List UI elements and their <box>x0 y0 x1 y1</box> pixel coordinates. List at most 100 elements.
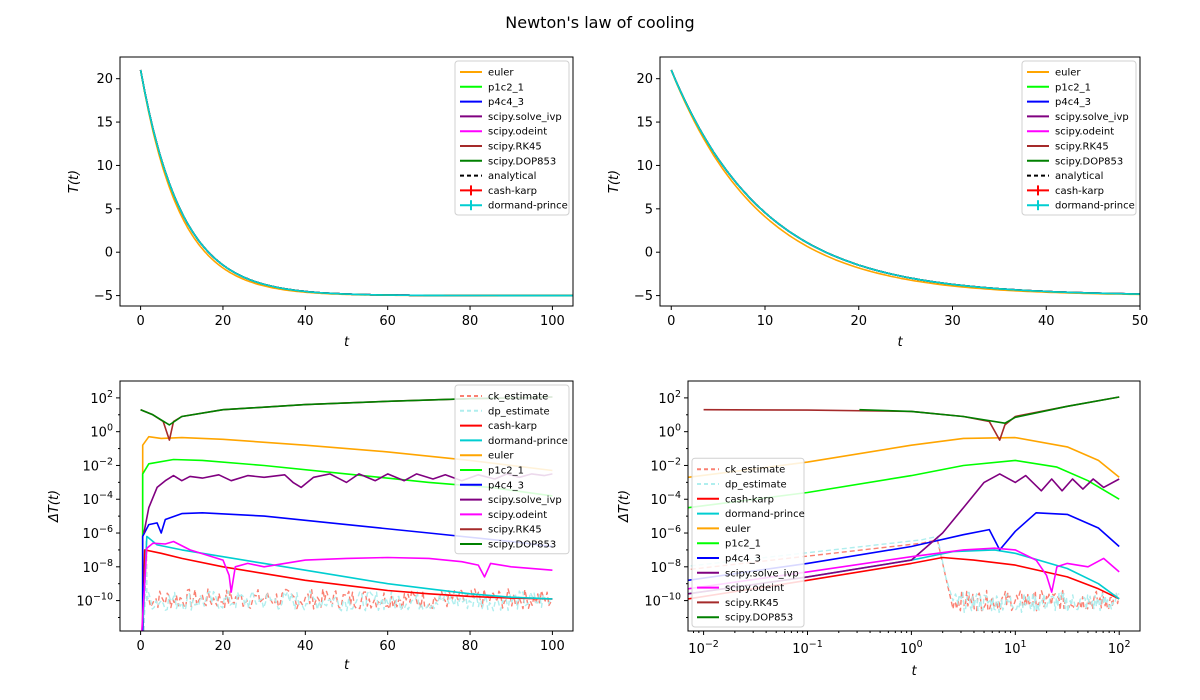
series-euler <box>141 435 553 631</box>
legend-label-euler: euler <box>488 451 514 462</box>
legend-label-dp-estimate: dp_estimate <box>488 406 550 417</box>
x-axis-label: t <box>897 335 903 350</box>
x-axis-label: t <box>911 664 917 679</box>
legend: ck_estimate dp_estimate cash-karp dormand-p… <box>454 384 570 555</box>
series-scipy-dop853 <box>140 396 553 426</box>
figure-title: Newton's law of cooling <box>505 13 694 32</box>
plot-area <box>139 69 573 297</box>
legend-label-cash-karp: cash-karp <box>1055 186 1104 197</box>
legend-label-p1c2-1: p1c2_1 <box>725 539 761 550</box>
y-tick-label: 15 <box>96 116 113 131</box>
y-tick-label: 10 <box>636 159 653 174</box>
series-dp-estimate <box>688 535 1120 614</box>
y-tick-label: 20 <box>636 72 653 87</box>
x-tick-label: 50 <box>1132 314 1149 329</box>
x-tick-label: 0 <box>136 639 144 654</box>
y-tick-label: 5 <box>645 202 653 217</box>
series-p4c4-3 <box>141 511 553 631</box>
x-tick-label: 40 <box>297 314 314 329</box>
legend-label-scipy-solve-ivp: scipy.solve_ivp <box>1055 112 1129 123</box>
legend-label-ck-estimate: ck_estimate <box>488 392 548 403</box>
y-axis-label: T(t) <box>607 170 622 193</box>
plot-area <box>688 396 1120 614</box>
legend-label-dormand-prince: dormand-prince <box>725 509 805 520</box>
axes-frame <box>119 56 574 307</box>
legend-label-scipy-dop853: scipy.DOP853 <box>725 613 793 624</box>
x-tick-label: 102 <box>1108 639 1131 657</box>
x-tick-label: 0 <box>667 314 675 329</box>
y-tick-label: 10−4 <box>82 490 113 508</box>
x-tick-label: 30 <box>944 314 961 329</box>
legend-label-scipy-rk45: scipy.RK45 <box>725 598 779 609</box>
x-tick-label: 10 <box>757 314 774 329</box>
x-tick-label: 0 <box>136 314 144 329</box>
plot-area <box>670 69 1140 296</box>
legend-label-scipy-dop853: scipy.DOP853 <box>1055 156 1123 167</box>
panel-bottom-right: 10−2 10−1 100 101 102 102 100 10−2 10−4 10−6 10−8 1… <box>617 380 1141 679</box>
series-scipy-odeint <box>688 547 1120 593</box>
y-tick-label: 102 <box>658 389 681 407</box>
x-tick-label: 20 <box>215 639 232 654</box>
x-tick-label: 20 <box>850 314 867 329</box>
y-tick-label: 0 <box>105 246 113 261</box>
legend-frame <box>454 60 570 216</box>
series-dormand-prince <box>141 535 553 631</box>
legend-label-scipy-rk45: scipy.RK45 <box>488 525 542 536</box>
x-tick-label: 80 <box>462 639 479 654</box>
y-tick-label: −5 <box>634 289 653 304</box>
legend-label-analytical: analytical <box>1055 171 1103 182</box>
axes-frame <box>687 380 1141 632</box>
legend-frame <box>691 457 805 628</box>
legend-label-scipy-solve-ivp: scipy.solve_ivp <box>725 568 799 579</box>
y-tick-label: 10−6 <box>650 524 681 542</box>
series-p1c2-1 <box>688 459 1120 509</box>
x-tick-label: 60 <box>379 314 396 329</box>
legend-label-p4c4-3: p4c4_3 <box>1055 97 1091 108</box>
legend: euler p1c2_1 p4c4_3 scipy.solve_ivp scipy.od… <box>1021 60 1137 216</box>
x-tick-label: 100 <box>540 639 565 654</box>
x-tick-label: 40 <box>297 639 314 654</box>
x-tick-label: 60 <box>379 639 396 654</box>
y-axis-label: T(t) <box>67 170 82 193</box>
legend: euler p1c2_1 p4c4_3 scipy.solve_ivp scipy.od… <box>454 60 570 216</box>
y-tick-label: 10−6 <box>82 524 113 542</box>
y-tick-label: 10−10 <box>76 592 113 610</box>
y-tick-label: 20 <box>96 72 113 87</box>
legend-label-p1c2-1: p1c2_1 <box>488 466 524 477</box>
series-dp-estimate <box>143 540 552 631</box>
legend-label-p1c2-1: p1c2_1 <box>488 82 524 93</box>
series-cash-karp <box>141 549 553 631</box>
legend-label-dp-estimate: dp_estimate <box>725 480 787 491</box>
axes-frame <box>119 380 574 632</box>
series-cash-karp <box>688 556 1120 600</box>
legend-label-euler: euler <box>725 524 751 535</box>
legend-label-dormand-prince: dormand-prince <box>1055 201 1135 212</box>
y-tick-label: 10−2 <box>82 456 113 474</box>
axes-frame <box>659 56 1141 307</box>
x-axis-label: t <box>344 658 350 673</box>
y-tick-label: 15 <box>636 116 653 131</box>
y-tick-label: 10−10 <box>644 592 681 610</box>
y-tick-label: 10−8 <box>650 558 681 576</box>
y-tick-label: 100 <box>90 423 113 441</box>
legend-label-p1c2-1: p1c2_1 <box>1055 82 1091 93</box>
x-tick-label: 20 <box>215 314 232 329</box>
series-euler <box>688 436 1120 479</box>
legend-label-scipy-odeint: scipy.odeint <box>488 127 547 138</box>
legend-label-p4c4-3: p4c4_3 <box>488 480 524 491</box>
legend-label-p4c4-3: p4c4_3 <box>725 554 761 565</box>
panel-top-right: 0 10 20 30 40 50 −5 0 5 10 15 20 t T(t) euler p1c2_1 p4c… <box>607 56 1149 350</box>
legend-label-ck-estimate: ck_estimate <box>725 465 785 476</box>
legend-label-euler: euler <box>1055 68 1081 79</box>
legend-label-scipy-odeint: scipy.odeint <box>488 510 547 521</box>
series-p4c4-3 <box>688 511 1120 582</box>
legend-label-cash-karp: cash-karp <box>488 186 537 197</box>
legend: ck_estimate dp_estimate cash-karp dormand-p… <box>691 457 805 628</box>
y-tick-label: 102 <box>90 389 113 407</box>
x-tick-label: 100 <box>900 639 923 657</box>
x-tick-label: 10−1 <box>792 639 823 657</box>
legend-label-scipy-odeint: scipy.odeint <box>1055 127 1114 138</box>
x-axis-label: t <box>344 335 350 350</box>
legend-label-scipy-rk45: scipy.RK45 <box>1055 142 1109 153</box>
